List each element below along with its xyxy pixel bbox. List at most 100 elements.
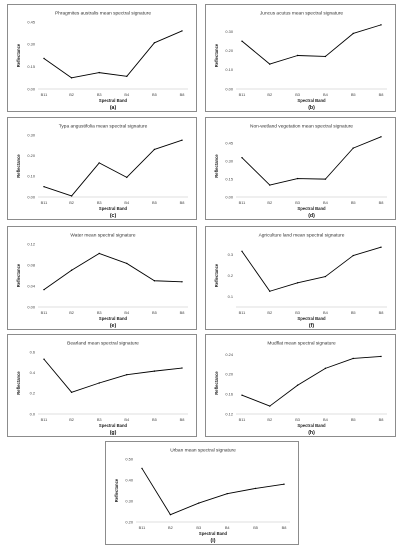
data-point <box>98 71 100 74</box>
panel-label: (a) <box>110 105 117 111</box>
x-tick-label: B8 <box>180 310 185 315</box>
chart-svg-c: Typa angustifolia mean spectral signatur… <box>16 124 188 219</box>
data-point <box>352 254 354 257</box>
x-axis-label: Spectral Band <box>99 423 128 428</box>
data-point <box>380 355 382 358</box>
data-point <box>296 282 299 284</box>
data-point <box>352 357 354 360</box>
x-tick-label: B5 <box>253 525 258 530</box>
data-point <box>126 374 128 376</box>
x-tick-label: B5 <box>351 200 356 205</box>
data-point <box>181 367 183 369</box>
chart-svg-d: Non-wetland vegetation mean spectral sig… <box>214 124 387 219</box>
data-point <box>70 391 73 393</box>
data-point <box>153 148 156 151</box>
x-tick-label: B11 <box>239 92 246 97</box>
x-tick-label: B11 <box>239 310 246 315</box>
data-point <box>380 24 382 26</box>
x-tick-label: B11 <box>239 417 246 422</box>
data-point <box>241 156 243 159</box>
y-tick-label: 0.0 <box>30 411 36 416</box>
x-tick-label: B2 <box>267 310 272 315</box>
x-axis-label: Spectral Band <box>99 206 128 211</box>
panel-label: (h) <box>308 430 315 436</box>
data-point <box>324 275 327 278</box>
data-point <box>269 63 271 65</box>
data-point <box>153 280 156 282</box>
data-point <box>352 32 354 35</box>
y-tick-label: 0.00 <box>225 194 233 199</box>
x-tick-label: B11 <box>239 200 246 205</box>
x-tick-label: B2 <box>267 92 272 97</box>
chart-title: Mudflat mean spectral signature <box>267 341 336 347</box>
panel-label: (i) <box>211 538 216 544</box>
x-tick-label: B5 <box>152 417 157 422</box>
x-tick-label: B8 <box>180 200 185 205</box>
x-tick-label: B11 <box>41 200 48 205</box>
y-axis-label: Reflectance <box>214 263 219 287</box>
data-point <box>324 367 327 370</box>
x-tick-label: B3 <box>97 200 102 205</box>
data-point <box>296 177 299 180</box>
x-tick-label: B5 <box>152 310 157 315</box>
x-tick-label: B4 <box>124 92 130 97</box>
data-point <box>70 77 73 79</box>
x-tick-label: B5 <box>351 92 356 97</box>
x-tick-label: B11 <box>139 525 146 530</box>
y-tick-label: 0.45 <box>27 19 35 24</box>
y-tick-label: 0.4 <box>30 370 36 375</box>
y-tick-label: 0.30 <box>125 498 133 503</box>
x-tick-label: B4 <box>124 417 130 422</box>
chart-panel-h: Mudflat mean spectral signature 0.12 0.16 0… <box>205 334 396 437</box>
data-point <box>70 269 73 271</box>
series-line <box>43 253 183 291</box>
y-tick-label: 0.6 <box>30 349 35 354</box>
y-tick-label: 0.15 <box>27 64 35 69</box>
series-line <box>141 468 285 516</box>
y-tick-label: 0.30 <box>225 29 233 34</box>
chart-panel-f: Agriculture land mean spectral signature… <box>205 226 396 330</box>
y-axis-label: Reflectance <box>214 154 219 178</box>
x-tick-label: B2 <box>69 92 74 97</box>
chart-title: Water mean spectral signature <box>70 233 135 239</box>
y-tick-label: 0.24 <box>225 352 233 357</box>
chart-title: Phragmites australis mean spectral signa… <box>55 11 151 17</box>
y-tick-label: 0.3 <box>228 252 233 257</box>
series-line <box>43 139 183 197</box>
y-tick-label: 0.1 <box>228 294 233 299</box>
data-point <box>269 184 271 186</box>
data-point <box>254 487 257 490</box>
panel-label: (b) <box>308 105 315 111</box>
x-tick-label: B3 <box>295 200 300 205</box>
data-point <box>226 492 228 495</box>
x-tick-label: B3 <box>295 417 300 422</box>
y-tick-label: 0.30 <box>27 42 35 47</box>
data-point <box>283 483 285 485</box>
chart-svg-b: Juncus acutus mean spectral signature 0.0… <box>214 11 387 111</box>
y-tick-label: 0.30 <box>27 132 35 137</box>
data-point <box>269 290 271 292</box>
x-tick-label: B3 <box>97 417 102 422</box>
y-tick-label: 0.00 <box>27 194 35 199</box>
data-point <box>181 139 183 141</box>
y-tick-label: 0.20 <box>225 372 233 377</box>
data-point <box>98 162 100 164</box>
chart-panel-c: Typa angustifolia mean spectral signatur… <box>7 117 197 220</box>
y-tick-label: 0.2 <box>228 273 233 278</box>
x-tick-label: B11 <box>41 310 48 315</box>
data-point <box>126 176 128 179</box>
data-point <box>380 246 382 248</box>
x-tick-label: B5 <box>351 310 356 315</box>
x-tick-label: B3 <box>97 92 102 97</box>
data-point <box>241 394 243 396</box>
x-tick-label: B2 <box>69 417 74 422</box>
x-tick-label: B4 <box>323 200 329 205</box>
y-axis-label: Reflectance <box>114 478 119 502</box>
y-tick-label: 0.50 <box>125 456 133 461</box>
data-point <box>98 382 100 384</box>
series-line <box>241 136 382 186</box>
x-axis-label: Spectral Band <box>297 316 326 321</box>
x-tick-label: B3 <box>97 310 102 315</box>
y-tick-label: 0.00 <box>225 86 233 91</box>
data-point <box>153 370 156 372</box>
